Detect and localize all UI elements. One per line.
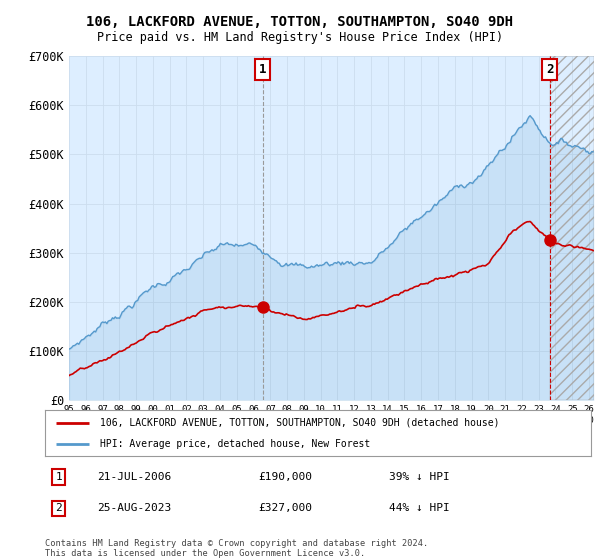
Text: 2: 2 <box>546 63 553 76</box>
Text: 106, LACKFORD AVENUE, TOTTON, SOUTHAMPTON, SO40 9DH: 106, LACKFORD AVENUE, TOTTON, SOUTHAMPTO… <box>86 15 514 29</box>
Text: Price paid vs. HM Land Registry's House Price Index (HPI): Price paid vs. HM Land Registry's House … <box>97 31 503 44</box>
Text: 1: 1 <box>55 472 62 482</box>
Text: Contains HM Land Registry data © Crown copyright and database right 2024.
This d: Contains HM Land Registry data © Crown c… <box>45 539 428 558</box>
Text: £190,000: £190,000 <box>258 472 312 482</box>
Text: 2: 2 <box>55 503 62 514</box>
Text: 1: 1 <box>259 63 266 76</box>
Text: 106, LACKFORD AVENUE, TOTTON, SOUTHAMPTON, SO40 9DH (detached house): 106, LACKFORD AVENUE, TOTTON, SOUTHAMPTO… <box>100 418 499 428</box>
Text: HPI: Average price, detached house, New Forest: HPI: Average price, detached house, New … <box>100 439 370 449</box>
Text: 21-JUL-2006: 21-JUL-2006 <box>97 472 171 482</box>
Text: 39% ↓ HPI: 39% ↓ HPI <box>389 472 450 482</box>
Text: £327,000: £327,000 <box>258 503 312 514</box>
Text: 25-AUG-2023: 25-AUG-2023 <box>97 503 171 514</box>
Text: 44% ↓ HPI: 44% ↓ HPI <box>389 503 450 514</box>
